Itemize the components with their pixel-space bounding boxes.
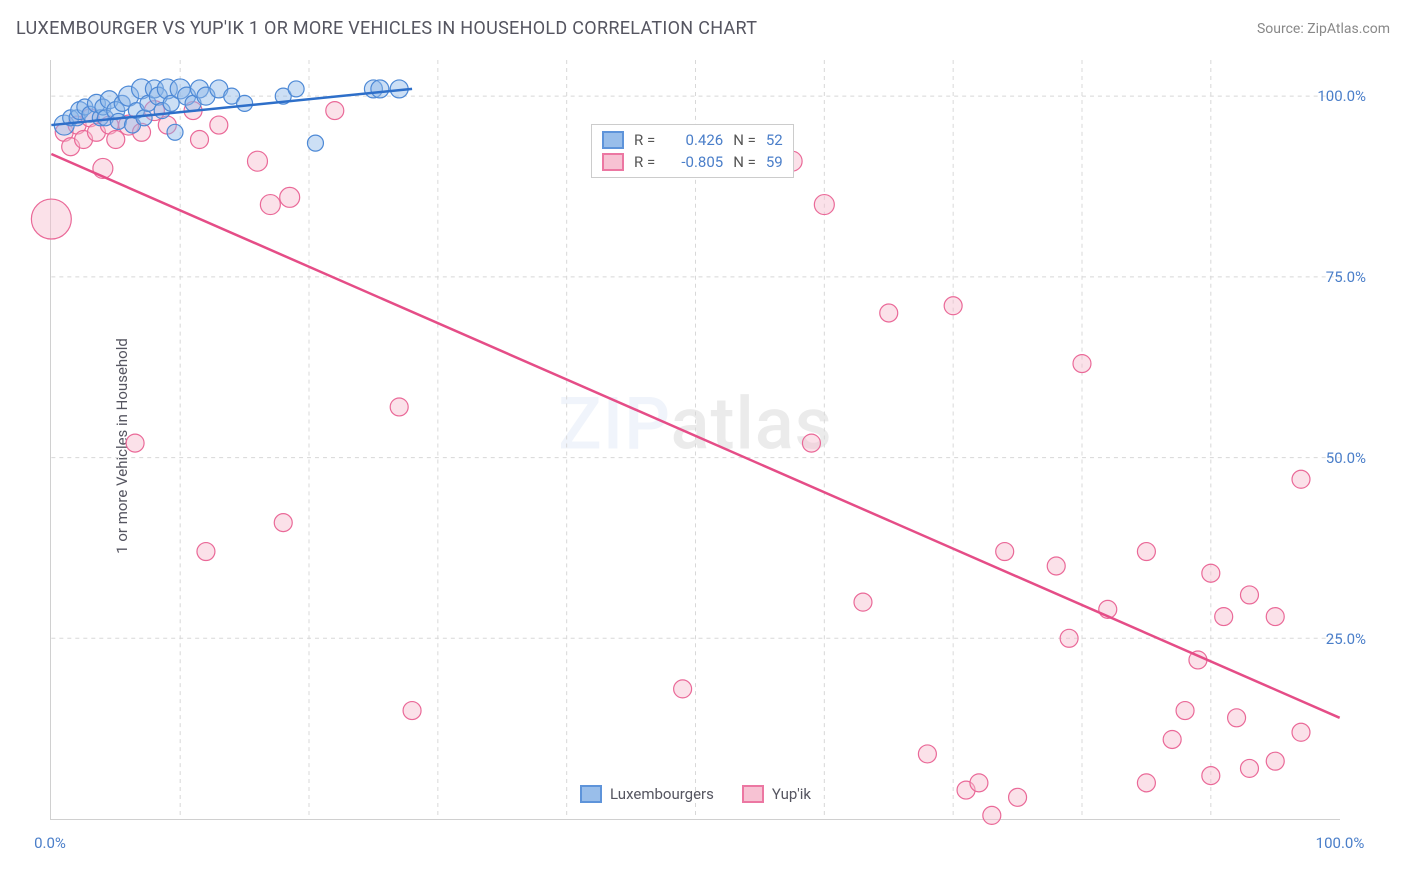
y-tick-label: 50.0% — [1326, 449, 1366, 467]
swatch-series-2-bottom — [742, 785, 764, 803]
swatch-series-2 — [602, 153, 624, 171]
legend-row-series-2: R = -0.805 N = 59 — [602, 151, 783, 173]
r-label: R = — [634, 131, 655, 149]
legend-label-series-2: Yup'ik — [772, 785, 811, 803]
n-value-series-1: 52 — [766, 131, 783, 149]
source-attribution: Source: ZipAtlas.com — [1257, 21, 1390, 37]
swatch-series-1 — [602, 131, 624, 149]
legend-item-series-2: Yup'ik — [742, 785, 811, 803]
swatch-series-1-bottom — [580, 785, 602, 803]
y-tick-label: 75.0% — [1326, 268, 1366, 286]
r-label: R = — [634, 153, 655, 171]
legend-row-series-1: R = 0.426 N = 52 — [602, 129, 783, 151]
n-label: N = — [733, 131, 756, 149]
r-value-series-2: -0.805 — [665, 153, 723, 171]
y-tick-label: 25.0% — [1326, 630, 1366, 648]
n-value-series-2: 59 — [766, 153, 783, 171]
legend-item-series-1: Luxembourgers — [580, 785, 714, 803]
chart-container: LUXEMBOURGER VS YUP'IK 1 OR MORE VEHICLE… — [0, 0, 1406, 892]
x-tick-label: 100.0% — [1316, 834, 1365, 852]
header: LUXEMBOURGER VS YUP'IK 1 OR MORE VEHICLE… — [16, 18, 1390, 39]
chart-title: LUXEMBOURGER VS YUP'IK 1 OR MORE VEHICLE… — [16, 18, 757, 39]
legend-label-series-1: Luxembourgers — [610, 785, 714, 803]
r-value-series-1: 0.426 — [665, 131, 723, 149]
n-label: N = — [733, 153, 756, 171]
plot-area: ZIPatlas R = 0.426 N = 52 R = -0.805 N =… — [50, 60, 1340, 820]
legend-stats-box: R = 0.426 N = 52 R = -0.805 N = 59 — [591, 124, 794, 178]
y-tick-label: 100.0% — [1317, 87, 1366, 105]
x-tick-label: 0.0% — [34, 834, 66, 852]
source-value: ZipAtlas.com — [1307, 21, 1390, 37]
legend-bottom: Luxembourgers Yup'ik — [51, 779, 1340, 803]
source-label: Source: — [1257, 21, 1304, 37]
